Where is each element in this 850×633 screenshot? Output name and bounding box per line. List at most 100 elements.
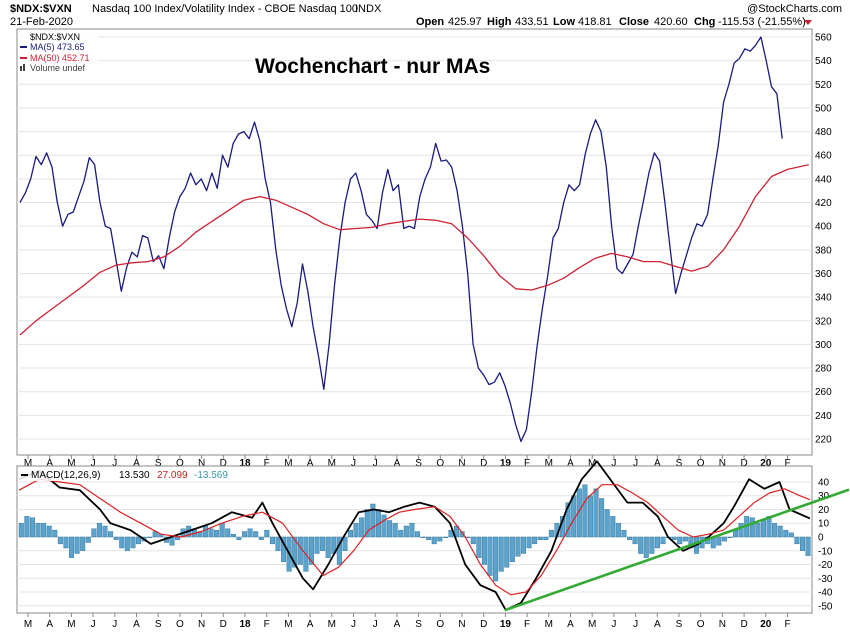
macd-tick-label: 20 bbox=[818, 505, 830, 516]
histogram-bar bbox=[654, 536, 660, 549]
histogram-bar bbox=[241, 531, 247, 538]
histogram-bar bbox=[414, 531, 420, 538]
histogram-bar bbox=[236, 536, 242, 540]
histogram-bar bbox=[35, 523, 41, 538]
histogram-bar bbox=[721, 536, 727, 542]
x-tick-label: M bbox=[24, 619, 32, 630]
histogram-bar bbox=[593, 488, 599, 538]
ohlc-readout: Open 425.97 High 433.51 Low 418.81 Close… bbox=[416, 16, 812, 28]
histogram-bar bbox=[359, 517, 365, 538]
histogram-bar bbox=[253, 531, 259, 538]
high-value: 433.51 bbox=[515, 16, 549, 28]
price-tick-label: 400 bbox=[815, 222, 832, 233]
trendline bbox=[504, 488, 850, 612]
chart-date: 21-Feb-2020 bbox=[10, 16, 73, 28]
chg-label: Chg bbox=[694, 16, 715, 28]
histogram-bar bbox=[18, 523, 24, 538]
x-tick-label: O bbox=[436, 619, 444, 630]
price-tick-label: 460 bbox=[815, 151, 832, 162]
macd-tick-label: 30 bbox=[818, 491, 830, 502]
x-tick-label: S bbox=[676, 458, 683, 469]
signal-value: 27.099 bbox=[157, 470, 188, 481]
histogram-bar bbox=[749, 517, 755, 538]
histogram-bar bbox=[320, 536, 326, 551]
histogram-bar bbox=[643, 536, 649, 558]
x-tick-label: S bbox=[415, 458, 422, 469]
histogram-bar bbox=[409, 523, 415, 538]
x-tick-label: 19 bbox=[500, 458, 512, 469]
x-tick-label: A bbox=[133, 619, 140, 630]
histogram-bar bbox=[671, 536, 677, 540]
close-value: 420.60 bbox=[654, 16, 688, 28]
histogram-value: -13.569 bbox=[194, 470, 228, 481]
x-tick-label: J bbox=[373, 619, 378, 630]
volume-bar-icon bbox=[20, 66, 22, 71]
x-tick-label: J bbox=[351, 458, 356, 469]
histogram-bar bbox=[487, 536, 493, 576]
price-tick-label: 520 bbox=[815, 80, 832, 91]
x-tick-label: N bbox=[198, 619, 205, 630]
x-tick-label: J bbox=[611, 619, 616, 630]
histogram-bar bbox=[69, 536, 75, 558]
x-tick-label: 19 bbox=[500, 619, 512, 630]
x-tick-label: A bbox=[654, 458, 661, 469]
price-tick-label: 220 bbox=[815, 435, 832, 446]
histogram-bar bbox=[124, 536, 130, 551]
macd-series bbox=[18, 460, 850, 612]
legend-background bbox=[18, 30, 98, 76]
x-tick-label: M bbox=[545, 458, 553, 469]
ma50-line bbox=[19, 164, 809, 336]
histogram-bar bbox=[403, 525, 409, 538]
legend-ma5: MA(5) 473.65 bbox=[30, 42, 85, 52]
histogram-bar bbox=[677, 536, 683, 545]
histogram-bar bbox=[264, 529, 270, 538]
price-tick-label: 540 bbox=[815, 56, 832, 67]
histogram-bar bbox=[353, 523, 359, 538]
macd-tick-label: -50 bbox=[818, 601, 833, 612]
histogram-bar bbox=[621, 529, 627, 538]
histogram-bar bbox=[24, 516, 30, 538]
histogram-bar bbox=[426, 536, 432, 540]
x-tick-label: S bbox=[415, 619, 422, 630]
x-tick-label: A bbox=[394, 458, 401, 469]
histogram-bar bbox=[459, 531, 465, 538]
x-tick-label: D bbox=[220, 458, 227, 469]
high-label: High bbox=[487, 16, 512, 28]
histogram-bar bbox=[638, 536, 644, 554]
x-tick-label: J bbox=[91, 619, 96, 630]
x-tick-label: F bbox=[524, 619, 530, 630]
histogram-bar bbox=[794, 536, 800, 545]
histogram-bar bbox=[442, 536, 448, 539]
x-tick-label: A bbox=[654, 619, 661, 630]
x-tick-label: S bbox=[155, 458, 162, 469]
histogram-bar bbox=[515, 536, 521, 557]
histogram-bar bbox=[102, 525, 108, 538]
histogram-bar bbox=[582, 484, 588, 538]
histogram-bar bbox=[247, 528, 253, 538]
x-tick-label: O bbox=[697, 619, 705, 630]
histogram-bar bbox=[504, 536, 510, 568]
macd-label: MACD(12,26,9) bbox=[31, 470, 100, 481]
macd-tick-label: -30 bbox=[818, 574, 833, 585]
x-tick-label: M bbox=[328, 619, 336, 630]
macd-legend: MACD(12,26,9) 13.530 27.099 -13.569 bbox=[18, 467, 238, 481]
histogram-bar bbox=[297, 536, 303, 565]
x-tick-label: N bbox=[198, 458, 205, 469]
histogram-bar bbox=[481, 536, 487, 565]
x-tick-label: J bbox=[633, 619, 638, 630]
histogram-bar bbox=[96, 523, 102, 538]
x-tick-label: M bbox=[545, 619, 553, 630]
histogram-bar bbox=[537, 536, 543, 540]
x-tick-label: D bbox=[220, 619, 227, 630]
histogram-bar bbox=[587, 495, 593, 538]
histogram-bar bbox=[576, 488, 582, 538]
histogram-bar bbox=[548, 529, 554, 538]
x-tick-label: A bbox=[567, 619, 574, 630]
price-tick-label: 260 bbox=[815, 387, 832, 398]
histogram-bar bbox=[41, 523, 47, 538]
x-tick-label: 20 bbox=[760, 458, 772, 469]
histogram-bar bbox=[85, 536, 91, 543]
histogram-bar bbox=[108, 531, 114, 538]
histogram-bar bbox=[91, 528, 97, 538]
histogram-bar bbox=[632, 536, 638, 545]
